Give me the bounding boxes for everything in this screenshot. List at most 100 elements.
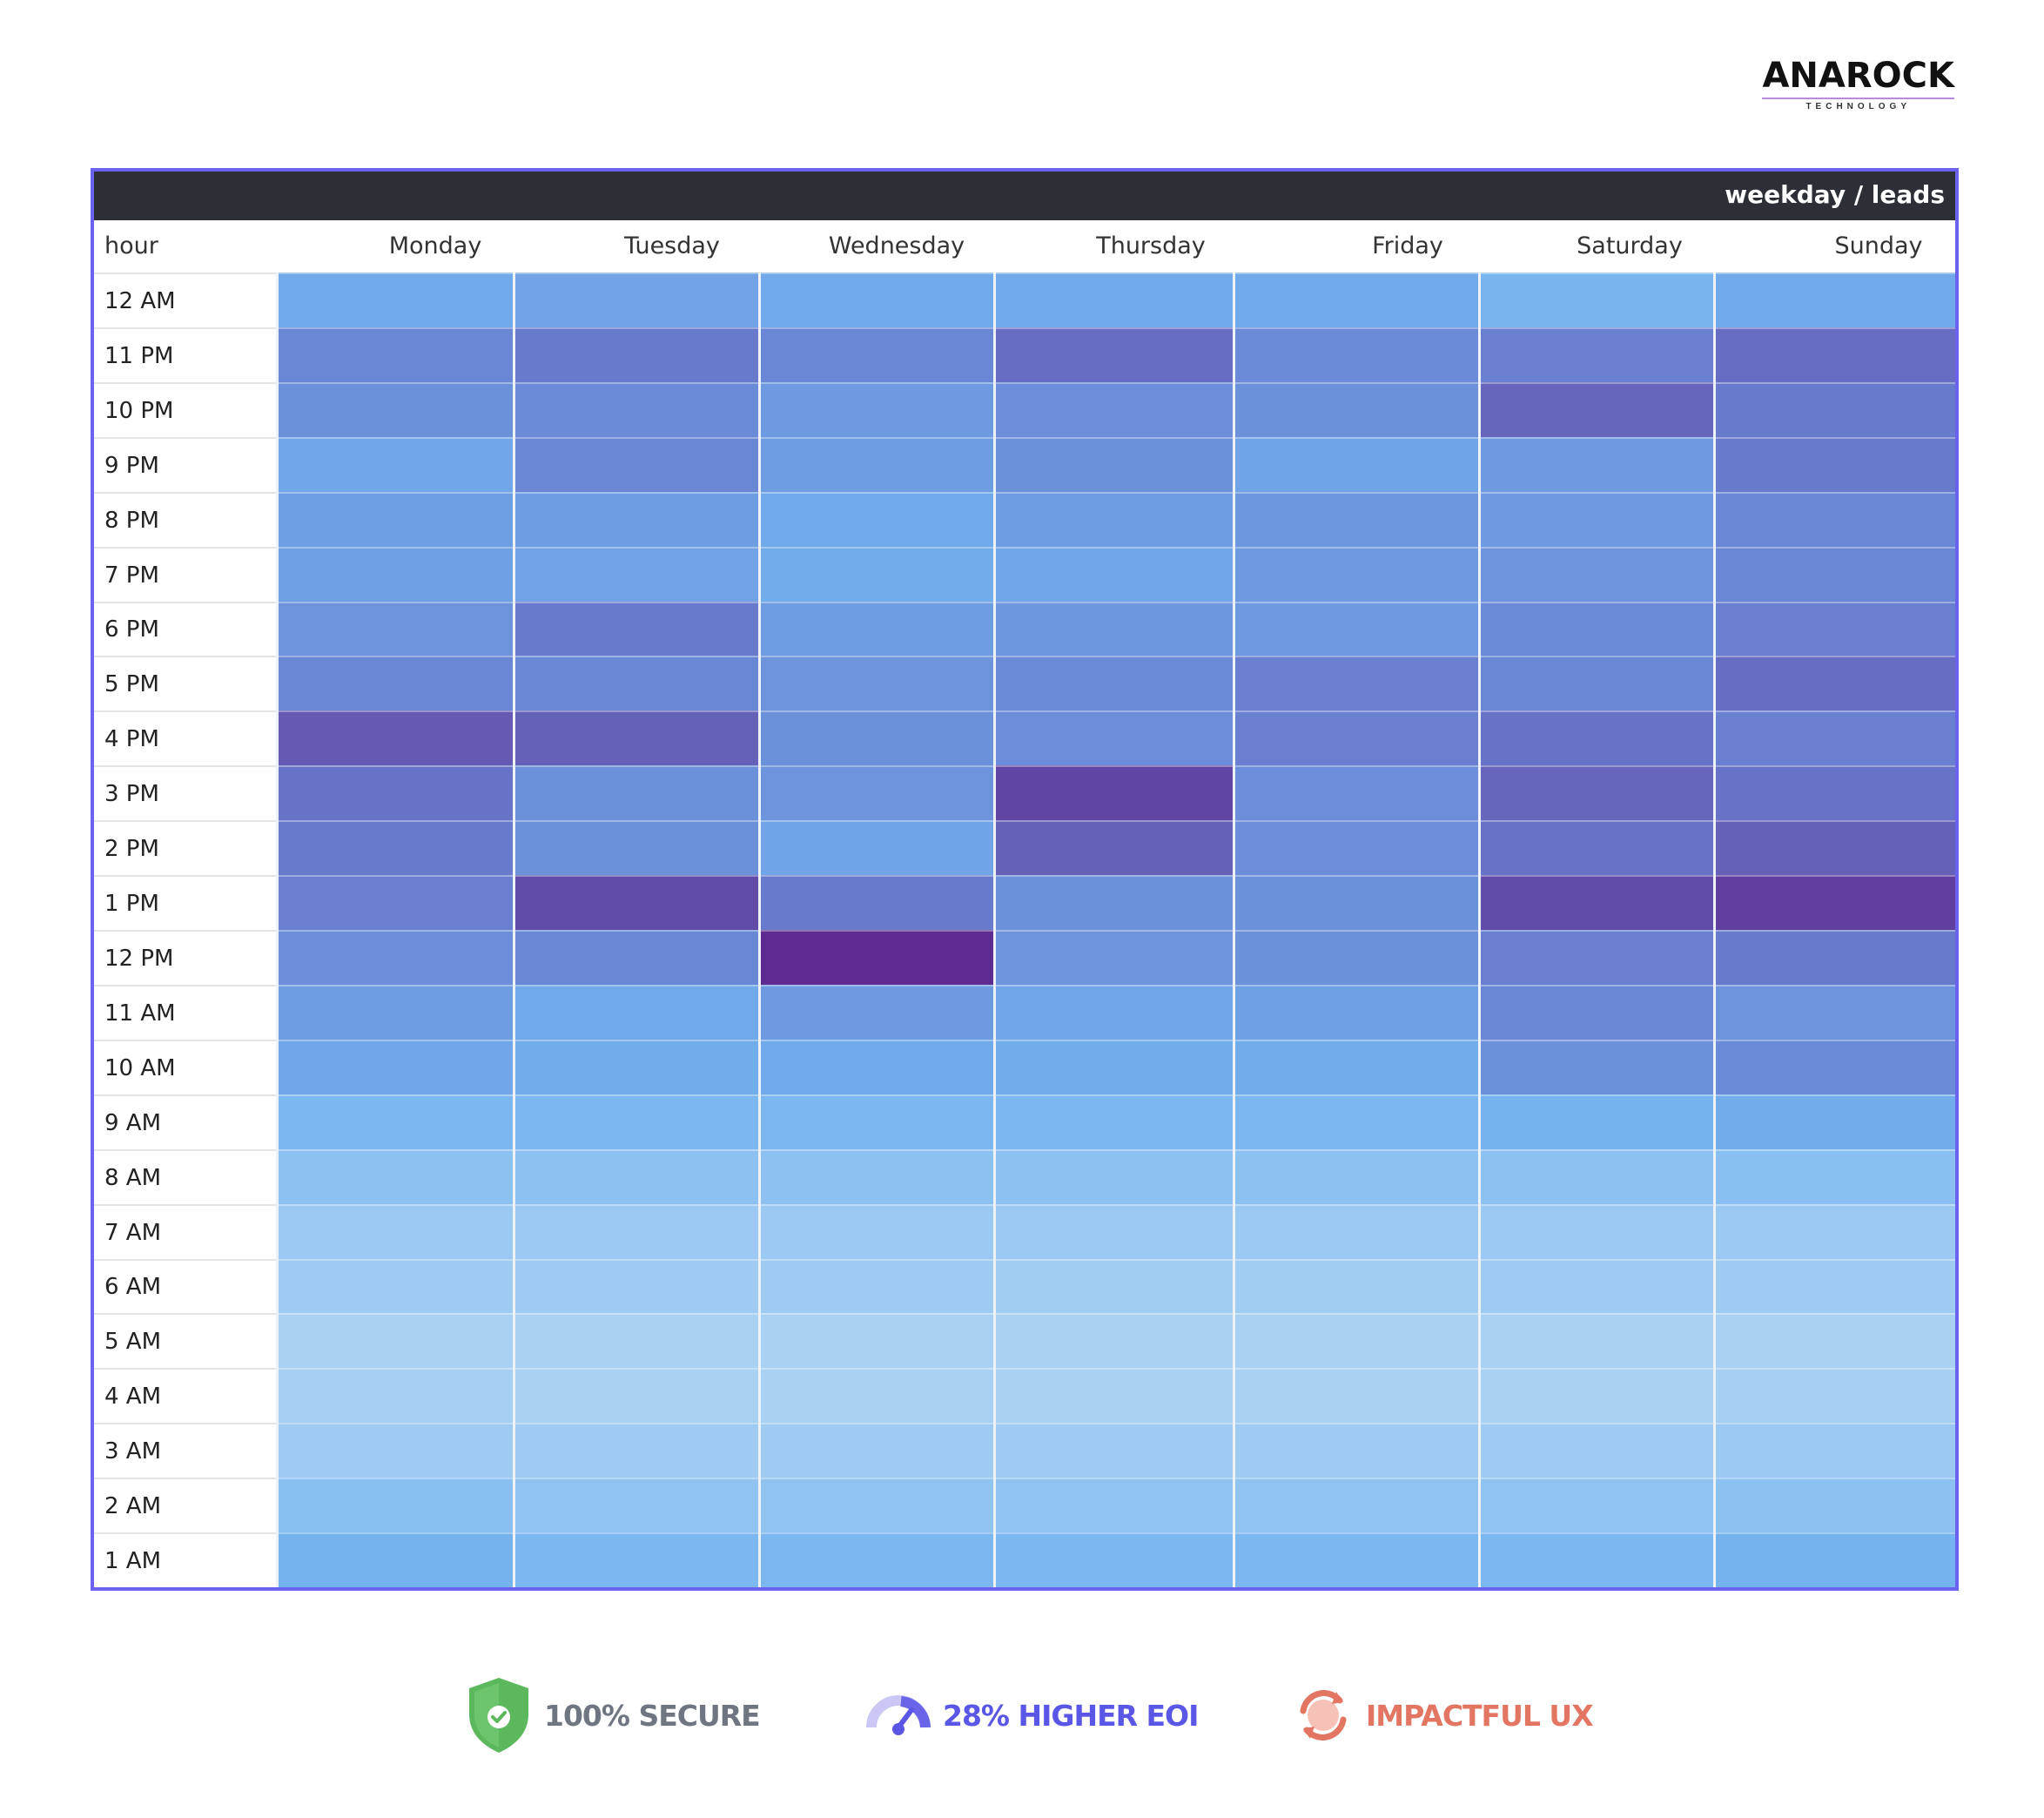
heatmap-cell <box>514 547 759 602</box>
heatmap-cell <box>514 930 759 985</box>
heatmap-cell <box>994 1532 1234 1587</box>
heatmap-cell <box>1234 492 1479 547</box>
heatmap-cell <box>759 382 994 437</box>
column-header-sunday: Sunday <box>1834 232 1923 259</box>
heatmap-cell <box>277 985 514 1040</box>
row-label: 6 AM <box>94 1259 277 1313</box>
heatmap-cell <box>1234 1423 1479 1478</box>
heatmap-cell <box>514 1368 759 1423</box>
row-label: 1 AM <box>94 1532 277 1587</box>
column-header-thursday: Thursday <box>1096 232 1206 259</box>
heatmap-cell <box>994 1204 1234 1259</box>
row-label: 4 AM <box>94 1368 277 1423</box>
heatmap-cell <box>1714 1204 1955 1259</box>
heatmap-cell <box>1479 382 1714 437</box>
heatmap-cell <box>1234 547 1479 602</box>
heatmap-cell <box>1234 820 1479 875</box>
heatmap-cell <box>277 1368 514 1423</box>
row-label: 8 PM <box>94 492 277 547</box>
heatmap-cell <box>1234 985 1479 1040</box>
heatmap-cell <box>759 985 994 1040</box>
heatmap-cell <box>277 492 514 547</box>
row-label: 9 AM <box>94 1094 277 1149</box>
row-label: 7 AM <box>94 1204 277 1259</box>
heatmap-cell <box>994 547 1234 602</box>
heatmap-frame: weekday / leads hour Monday Tuesday Wednes… <box>91 168 1959 1591</box>
heatmap-cell <box>759 1094 994 1149</box>
heatmap-cell <box>1714 1040 1955 1094</box>
heatmap-cell <box>1234 1313 1479 1368</box>
heatmap-cell <box>277 1094 514 1149</box>
heatmap-cell <box>1234 273 1479 327</box>
heatmap-cell <box>994 602 1234 656</box>
heatmap-cell <box>994 875 1234 930</box>
heatmap-cell <box>1479 875 1714 930</box>
heatmap-cell <box>1234 710 1479 765</box>
heatmap-cell <box>277 1532 514 1587</box>
feature-badges: 100% SECURE 28% HIGHER EOI IMPACTFUL UX <box>0 1672 2044 1759</box>
row-label: 12 AM <box>94 273 277 327</box>
heatmap-cell <box>277 875 514 930</box>
heatmap-cell <box>759 273 994 327</box>
heatmap-cell <box>1234 765 1479 820</box>
heatmap-header-row: hour Monday Tuesday Wednesday Thursday Frida… <box>94 220 1955 273</box>
heatmap-cell <box>1479 930 1714 985</box>
heatmap-cell <box>759 1313 994 1368</box>
heatmap-cell <box>994 656 1234 710</box>
heatmap-cell <box>1714 1478 1955 1532</box>
column-divider <box>1478 273 1481 1587</box>
heatmap-cell <box>277 820 514 875</box>
heatmap-cell <box>1714 1313 1955 1368</box>
row-label: 4 PM <box>94 710 277 765</box>
heatmap-cell <box>1479 437 1714 492</box>
heatmap-cell <box>759 1149 994 1204</box>
heatmap-cell <box>1714 656 1955 710</box>
heatmap-cell <box>1714 765 1955 820</box>
badge-secure-text: 100% SECURE <box>544 1698 761 1733</box>
badge-secure: 100% SECURE <box>466 1672 761 1759</box>
heatmap-cell <box>759 1259 994 1313</box>
heatmap-cell <box>1479 602 1714 656</box>
heatmap-cell <box>514 1149 759 1204</box>
logo-wordmark: ANAROCK <box>1762 56 1954 96</box>
heatmap-cell <box>1234 1259 1479 1313</box>
row-label: 2 AM <box>94 1478 277 1532</box>
row-label: 11 AM <box>94 985 277 1040</box>
heatmap-cell <box>1714 1094 1955 1149</box>
heatmap-cell <box>277 382 514 437</box>
heatmap-cell <box>1234 1368 1479 1423</box>
heatmap-cell <box>514 710 759 765</box>
heatmap-cell <box>759 437 994 492</box>
heatmap-cell <box>1479 820 1714 875</box>
heatmap-cell <box>1714 985 1955 1040</box>
heatmap-cell <box>1479 1478 1714 1532</box>
heatmap-cell <box>277 547 514 602</box>
heatmap-cell <box>514 273 759 327</box>
heatmap-cell <box>1234 656 1479 710</box>
heatmap-cell <box>514 985 759 1040</box>
row-label: 3 AM <box>94 1423 277 1478</box>
heatmap-cell <box>1714 930 1955 985</box>
row-label: 12 PM <box>94 930 277 985</box>
heatmap-cell <box>1479 547 1714 602</box>
heatmap-cell <box>759 1423 994 1478</box>
heatmap-cell <box>514 1532 759 1587</box>
heatmap-cell <box>1234 437 1479 492</box>
row-header-label: hour <box>104 232 158 259</box>
heatmap-cell <box>994 930 1234 985</box>
heatmap-cell <box>514 765 759 820</box>
heatmap-cell <box>994 1313 1234 1368</box>
heatmap-cell <box>277 437 514 492</box>
heatmap-cell <box>1479 1532 1714 1587</box>
heatmap-cell <box>514 1040 759 1094</box>
heatmap-cell <box>1479 1259 1714 1313</box>
heatmap-cell <box>759 327 994 382</box>
column-divider <box>1233 273 1235 1587</box>
row-label: 8 AM <box>94 1149 277 1204</box>
heatmap-cell <box>994 327 1234 382</box>
heatmap-cell <box>277 765 514 820</box>
row-label: 3 PM <box>94 765 277 820</box>
heatmap-cell <box>1714 547 1955 602</box>
heatmap-cell <box>1479 1313 1714 1368</box>
heatmap-cell <box>1714 327 1955 382</box>
